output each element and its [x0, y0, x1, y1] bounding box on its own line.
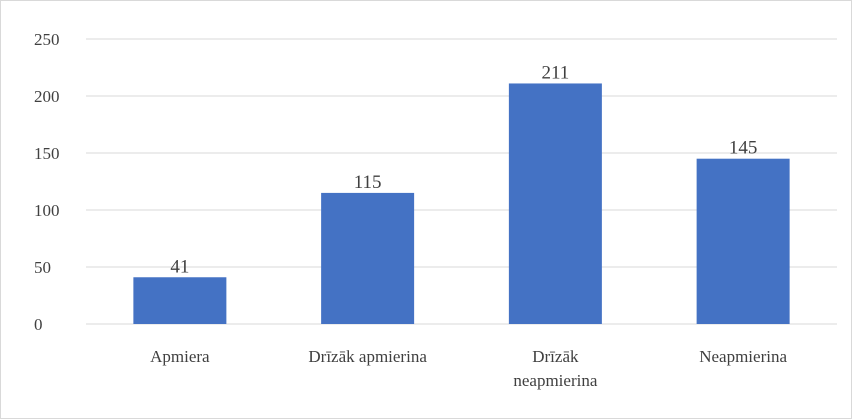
x-tick-label: Neapmierina — [699, 347, 787, 366]
y-tick-label: 50 — [34, 258, 51, 277]
x-axis-ticks: Apmiera Drīzāk apmierina Drīzāk neapmierina… — [150, 347, 787, 390]
y-axis-ticks: 0 50 100 150 200 250 — [34, 30, 60, 334]
data-labels: 41 115 211 145 — [170, 62, 757, 277]
y-tick-label: 200 — [34, 87, 60, 106]
data-label: 115 — [354, 172, 382, 193]
bar — [321, 192, 415, 324]
x-tick-label: Drīzāk neapmierina — [513, 347, 597, 390]
bar — [133, 277, 227, 324]
data-label: 145 — [729, 138, 758, 159]
y-tick-label: 250 — [34, 30, 60, 49]
y-tick-label: 0 — [34, 315, 43, 334]
bar — [508, 83, 602, 325]
data-label: 41 — [170, 256, 189, 277]
bars — [133, 83, 790, 325]
data-label: 211 — [541, 62, 569, 83]
x-tick-label: Apmiera — [150, 347, 210, 366]
bar — [696, 158, 790, 324]
x-tick-label: Drīzāk apmierina — [308, 347, 427, 366]
y-tick-label: 100 — [34, 201, 60, 220]
y-tick-label: 150 — [34, 144, 60, 163]
